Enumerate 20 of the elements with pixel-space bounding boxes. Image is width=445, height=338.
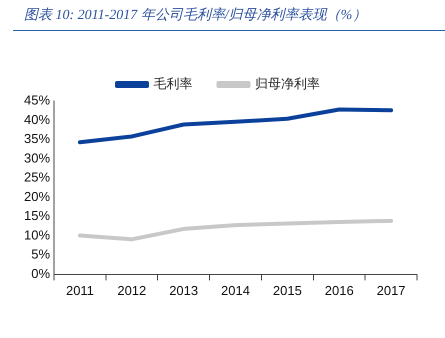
x-tick-label: 2015: [272, 282, 302, 298]
y-tick-label: 25%: [24, 170, 50, 185]
y-tick-label: 35%: [24, 131, 50, 146]
y-tick-label: 15%: [24, 208, 50, 224]
x-tick-label: 2011: [66, 282, 94, 298]
y-tick-label: 30%: [24, 150, 50, 166]
x-tick-label: 2013: [169, 282, 198, 298]
legend-label: 毛利率: [154, 76, 192, 92]
chart-title: 图表 10: 2011-2017 年公司毛利率/归母净利率表现（%）: [24, 6, 366, 24]
y-tick-label: 0%: [31, 266, 50, 281]
x-tick-label: 2016: [324, 282, 354, 298]
x-tick-label: 2014: [221, 282, 250, 298]
legend-label: 归母净利率: [255, 76, 320, 92]
y-tick-label: 40%: [24, 112, 50, 127]
y-tick-label: 20%: [24, 188, 50, 204]
x-tick-label: 2017: [376, 282, 406, 298]
y-tick-label: 45%: [24, 92, 50, 108]
x-tick-label: 2012: [117, 282, 146, 298]
y-tick-label: 10%: [24, 227, 50, 242]
y-tick-label: 5%: [31, 246, 50, 262]
